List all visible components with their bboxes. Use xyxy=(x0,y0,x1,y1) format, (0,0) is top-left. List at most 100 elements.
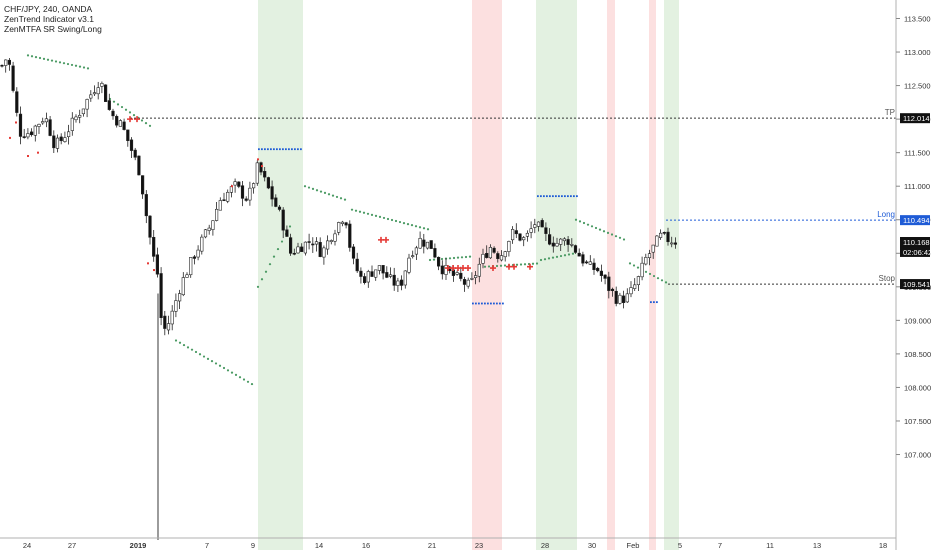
candle-body xyxy=(67,131,71,138)
candle-body xyxy=(288,237,293,254)
time-tick-label: 27 xyxy=(68,541,76,550)
trailing-stop-dot xyxy=(571,252,575,255)
time-axis[interactable]: 24 27 2019 7 9 14 16 21 23 28 30 Feb 5 7 11 13 18 xyxy=(0,537,896,550)
candle-body xyxy=(89,94,93,99)
candle-body xyxy=(570,244,574,246)
trailing-stop-dot xyxy=(398,220,402,224)
candle-body xyxy=(555,242,559,247)
candle-body xyxy=(107,100,111,110)
candle-body xyxy=(33,125,37,136)
indicator-label[interactable]: ZenTrend Indicator v3.1 xyxy=(4,14,94,24)
trailing-stop-dot xyxy=(315,189,319,192)
indicator-label[interactable]: ZenMTFA SR Swing/Long xyxy=(4,24,102,34)
trailing-stop-dot xyxy=(648,272,652,276)
candle-body xyxy=(100,83,104,87)
candle-body xyxy=(525,232,529,237)
trailing-stop-dot xyxy=(238,376,242,379)
candle-body xyxy=(388,274,393,277)
sr-level-dot xyxy=(285,148,287,151)
time-tick-label: 5 xyxy=(678,541,682,550)
candle-body xyxy=(211,220,215,230)
candle-body xyxy=(444,264,448,275)
trailing-stop-dot xyxy=(198,353,202,356)
trailing-stop-dot xyxy=(246,380,250,383)
trailing-stop-dot xyxy=(586,223,590,226)
trailing-stop-dot xyxy=(378,215,382,219)
sell-signal-cross xyxy=(383,236,389,243)
trailing-stop-dot xyxy=(440,257,444,261)
trailing-stop-dot xyxy=(606,231,610,234)
candle-body xyxy=(122,121,126,130)
trailing-stop-dot xyxy=(543,258,547,261)
trailing-stop-dot xyxy=(418,226,422,229)
trailing-stop-dot xyxy=(406,223,410,226)
candle-body xyxy=(544,227,548,234)
short-signal-band xyxy=(472,0,502,550)
trailing-stop-dot xyxy=(495,264,499,268)
symbol-title[interactable]: CHF/JPY, 240, OANDA xyxy=(4,4,93,14)
candle-body xyxy=(599,270,603,276)
candle-body xyxy=(311,243,315,246)
long-signal-band xyxy=(536,0,577,550)
trailing-stop-dot xyxy=(515,263,519,266)
trailing-stop-dot xyxy=(563,254,567,257)
trailing-stop-dot xyxy=(280,240,284,243)
trailing-stop-dot xyxy=(574,218,578,221)
time-tick-label: 9 xyxy=(251,541,255,550)
candle-body xyxy=(296,246,300,254)
swing-marker xyxy=(231,185,233,188)
price-tag xyxy=(900,237,930,248)
candle-body xyxy=(11,65,15,91)
candle-body xyxy=(607,276,611,291)
sell-signal-cross xyxy=(527,263,533,270)
candle-body xyxy=(344,222,348,226)
candle-body xyxy=(377,265,382,271)
candle-body xyxy=(640,262,644,278)
trailing-stop-dot xyxy=(622,238,626,241)
trailing-stop-dot xyxy=(370,213,374,216)
candle-body xyxy=(281,209,285,231)
trailing-stop-dot xyxy=(644,270,648,273)
candle-body xyxy=(507,240,511,252)
sell-signal-cross xyxy=(490,265,496,272)
trailing-stop-dot xyxy=(140,119,144,122)
sell-signal-cross xyxy=(134,116,140,123)
price-tick-label: 111.000 xyxy=(904,182,930,191)
trailing-stop-dot xyxy=(448,257,452,260)
candle-body xyxy=(362,276,367,283)
candle-body xyxy=(588,261,592,265)
trailing-stop-dot xyxy=(428,258,432,262)
trailing-stop-dot xyxy=(358,210,362,213)
trailing-stop-dot xyxy=(610,233,614,236)
trailing-stop-dot xyxy=(483,265,487,268)
trailing-stop-dot xyxy=(132,113,136,117)
trailing-stop-dot xyxy=(276,247,280,251)
trailing-stop-dot xyxy=(323,191,327,195)
candle-body xyxy=(614,290,618,304)
candle-body xyxy=(325,240,330,250)
time-tick-label: 11 xyxy=(766,541,774,550)
trailing-stop-dot xyxy=(636,266,640,269)
candle-body xyxy=(126,129,130,141)
candle-body xyxy=(41,121,45,124)
trailing-stop-dot xyxy=(214,362,218,365)
candle-body xyxy=(52,135,56,149)
time-tick-label: 14 xyxy=(315,541,323,550)
candle-body xyxy=(81,108,85,115)
sr-level-dot xyxy=(499,302,501,305)
trailing-stop-dot xyxy=(343,198,347,201)
candle-body xyxy=(222,199,226,202)
trailing-stop-dot xyxy=(174,339,178,342)
sell-signal-cross xyxy=(127,116,133,123)
candle-body xyxy=(96,87,100,95)
trailing-stop-dot xyxy=(250,382,254,386)
sell-signal-cross xyxy=(511,263,517,270)
price-tick-label: 112.500 xyxy=(904,82,931,91)
candle-body xyxy=(625,293,629,303)
swing-marker xyxy=(37,151,39,154)
trailing-stop-dot xyxy=(602,230,606,233)
price-axis[interactable]: 107.000 107.500 108.000 108.500 109.000 109.5… xyxy=(896,15,931,460)
candle-body xyxy=(337,222,341,233)
